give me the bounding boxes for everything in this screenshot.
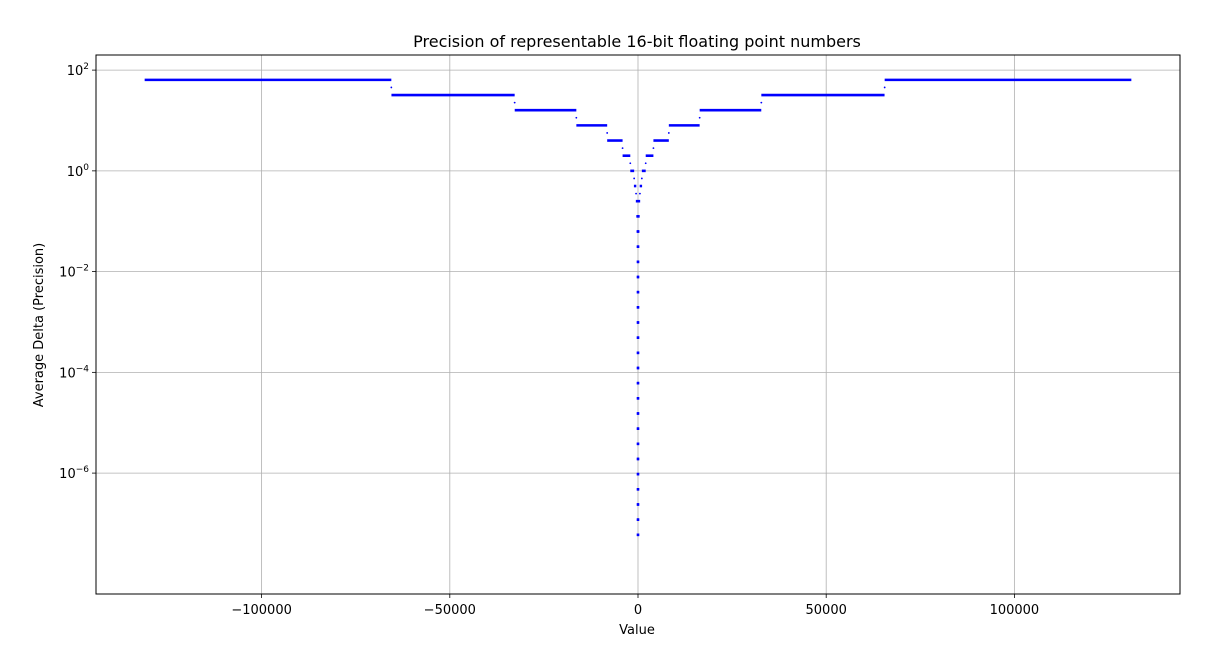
data-transition-point <box>633 177 636 180</box>
y-axis-ticks: 102 100 10−2 10−4 10−6 <box>59 62 96 482</box>
data-transition-point <box>635 192 637 195</box>
data-points <box>144 78 1132 537</box>
data-transition-point <box>667 132 670 134</box>
data-transition-point <box>621 147 624 150</box>
data-transition-point <box>606 132 609 134</box>
x-tick-label: 100000 <box>990 603 1040 618</box>
y-tick-label: 102 <box>67 62 89 79</box>
data-transition-point <box>640 177 643 180</box>
x-axis-ticks: −100000 −50000 0 50000 100000 <box>231 594 1039 618</box>
x-tick-label: −100000 <box>231 603 292 618</box>
y-axis-label: Average Delta (Precision) <box>32 243 47 407</box>
y-tick-label: 10−4 <box>59 364 89 381</box>
data-transition-point <box>652 147 655 150</box>
y-tick-label: 10−2 <box>59 264 89 281</box>
data-transition-point <box>644 162 647 165</box>
grid-lines <box>96 55 1180 594</box>
x-tick-label: 50000 <box>806 603 847 618</box>
data-transition-point <box>513 101 516 104</box>
data-transition-point <box>698 116 701 119</box>
data-transition-point <box>390 86 393 89</box>
x-tick-label: 0 <box>634 603 642 618</box>
data-transition-point <box>575 116 578 119</box>
y-tick-label: 100 <box>67 163 90 180</box>
x-tick-label: −50000 <box>424 603 476 618</box>
data-transition-point <box>760 101 763 104</box>
y-tick-label: 10−6 <box>59 465 89 482</box>
data-transition-point <box>629 162 632 165</box>
data-transition-point <box>883 86 886 89</box>
chart-title: Precision of representable 16-bit floati… <box>413 32 861 51</box>
x-axis-label: Value <box>619 623 655 638</box>
data-transition-point <box>639 192 641 195</box>
